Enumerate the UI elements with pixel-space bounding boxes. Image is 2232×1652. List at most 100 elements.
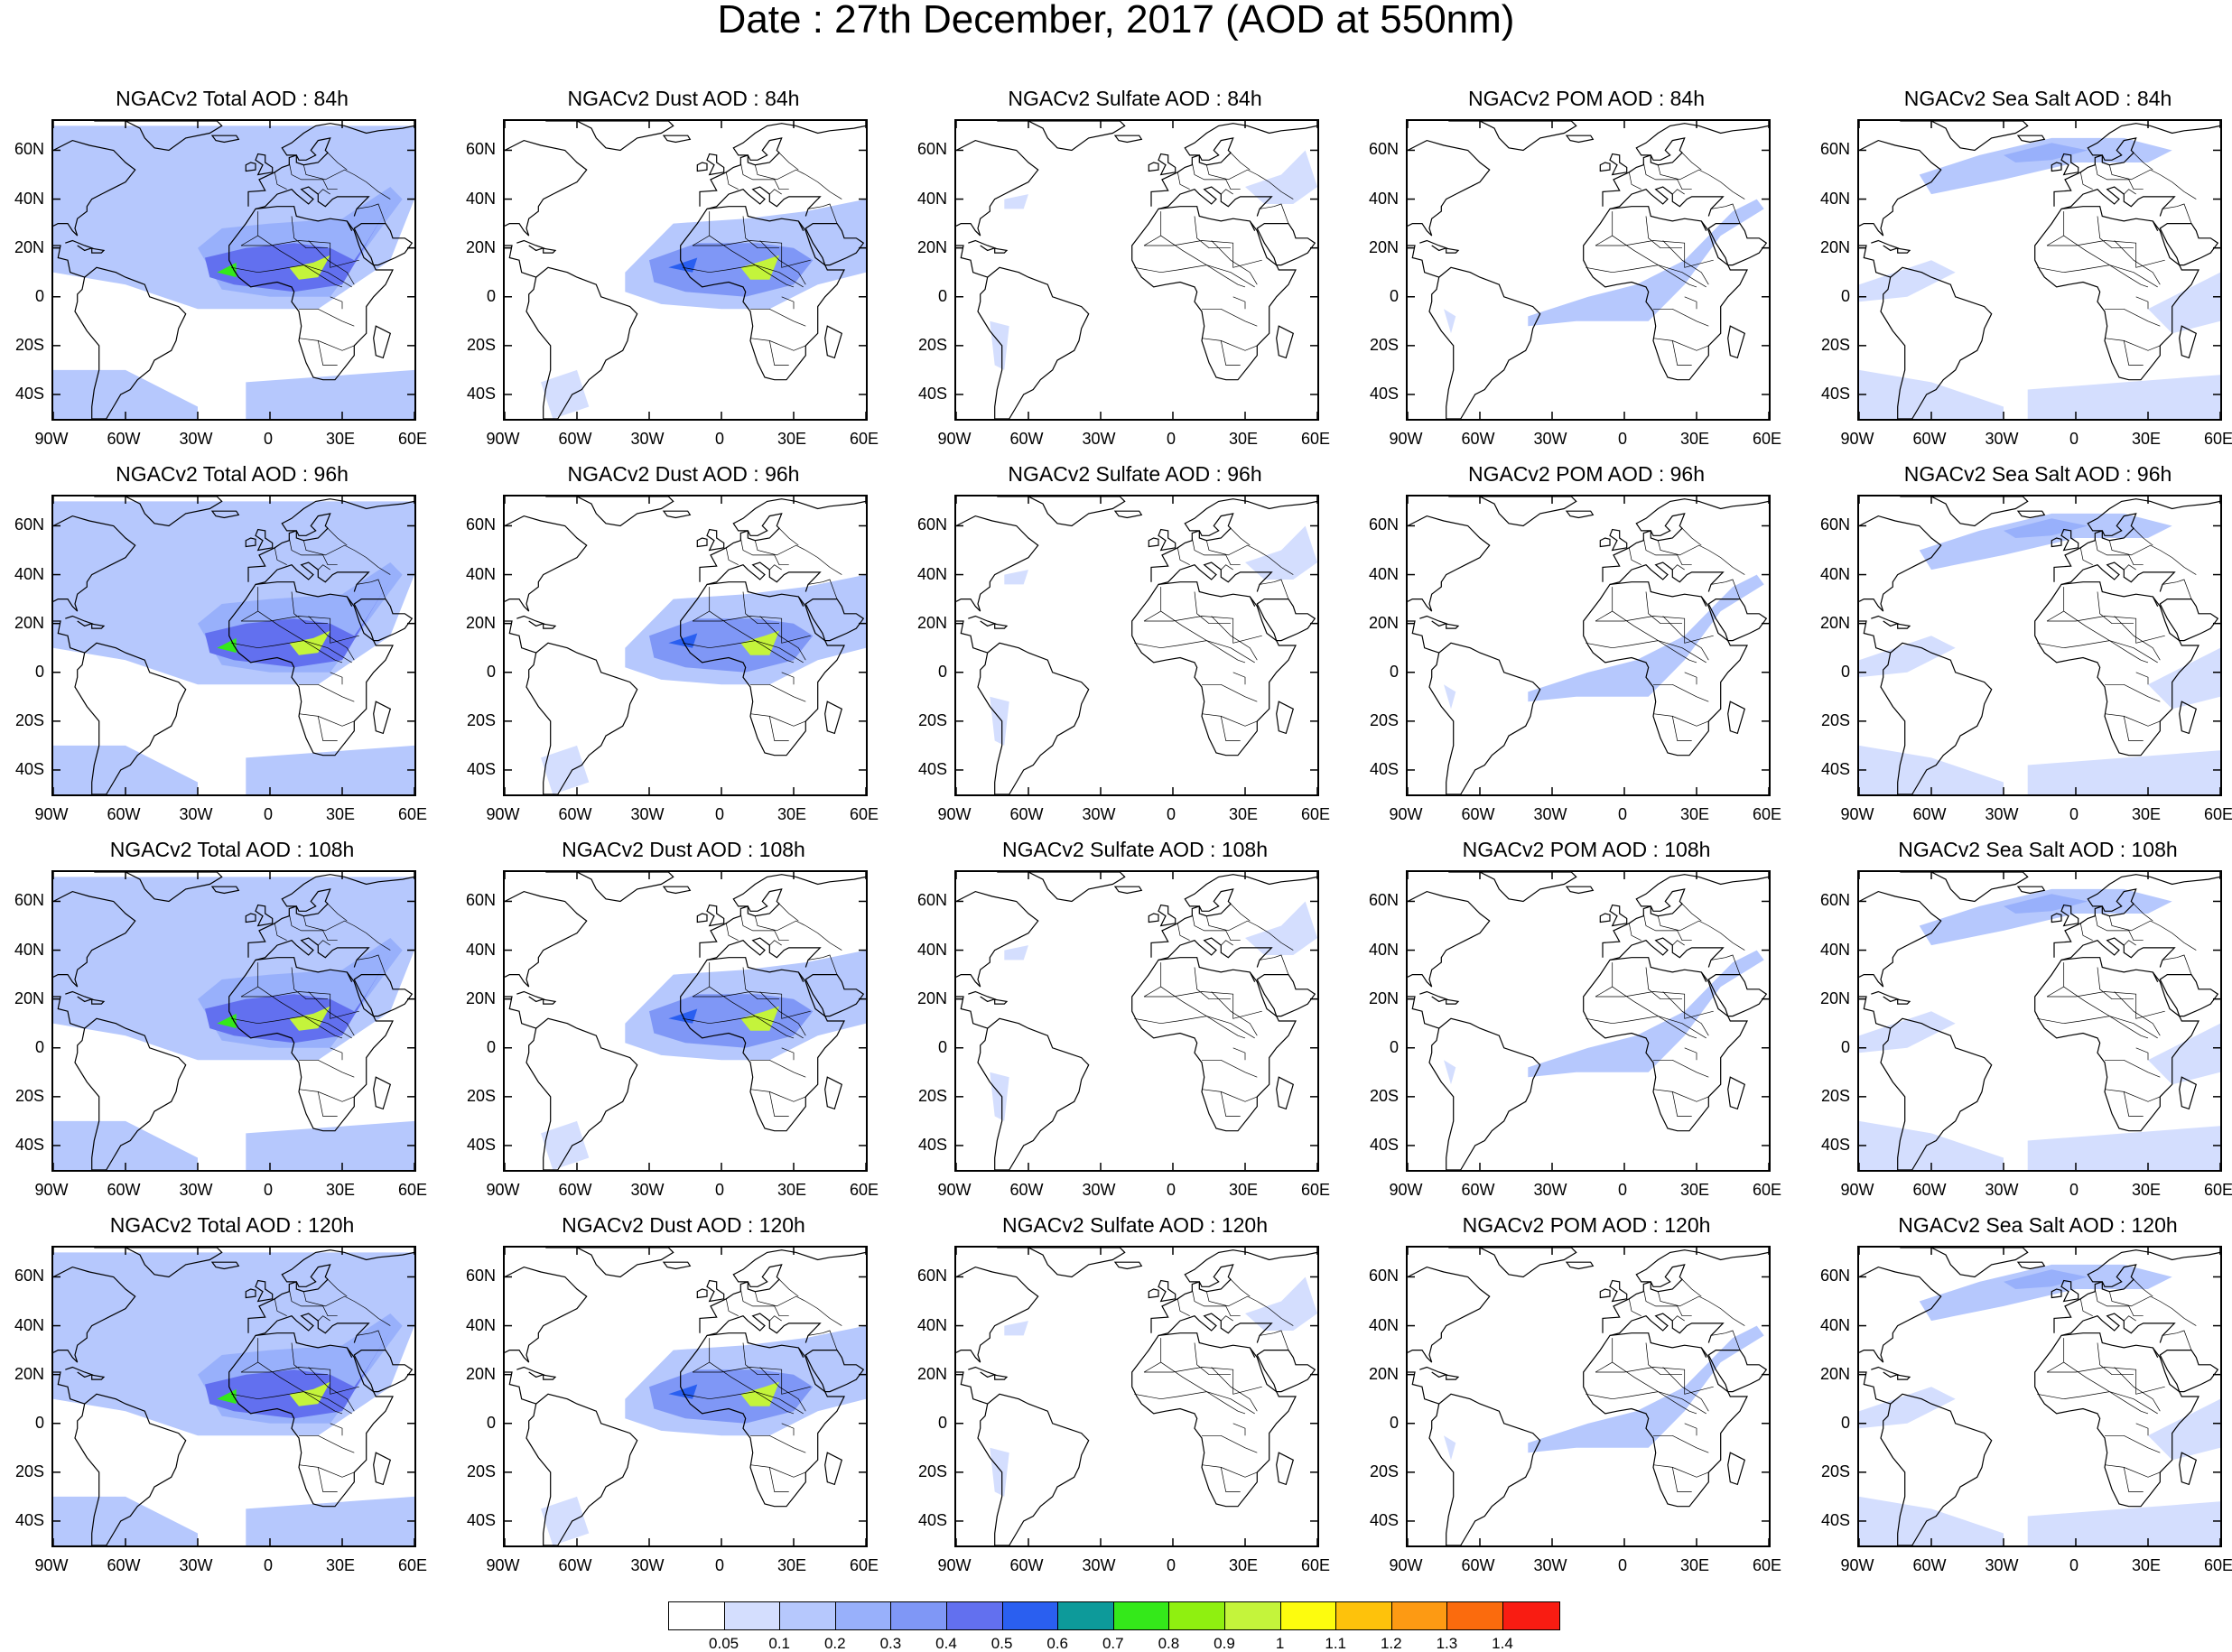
country-border xyxy=(2037,1016,2149,1039)
coastline-britain xyxy=(255,153,274,176)
lat-tick-label: 20S xyxy=(1820,1086,1850,1105)
coastline-arabia xyxy=(2159,222,2219,266)
country-border xyxy=(693,616,811,644)
aod-contour-6 xyxy=(246,745,414,794)
aod-contour-0 xyxy=(1245,150,1317,204)
coastline-mediterranean xyxy=(1609,1313,1725,1343)
coastline-redSeaCoast xyxy=(797,596,804,607)
country-border xyxy=(308,240,355,285)
country-border xyxy=(2123,1091,2144,1117)
country-border xyxy=(1143,211,1162,246)
lat-tick-label: 0 xyxy=(1840,1413,1850,1432)
lat-tick-label: 20N xyxy=(1368,613,1399,632)
coastline-iceland xyxy=(1565,135,1595,144)
country-border xyxy=(1662,616,1709,661)
map-frame xyxy=(51,495,416,796)
lon-tick-label: 60E xyxy=(849,805,879,823)
country-border xyxy=(1221,189,1233,195)
lon-tick-label: 0 xyxy=(2069,1181,2079,1199)
coastline-madagascar xyxy=(1276,325,1295,359)
aod-contour-2 xyxy=(1004,945,1028,961)
panel-title: NGACv2 POM AOD : 120h xyxy=(1462,1213,1711,1237)
country-border xyxy=(299,683,355,702)
aod-contour-6 xyxy=(246,369,414,419)
colorbar-label: 0.1 xyxy=(768,1635,790,1652)
aod-contour-2 xyxy=(1859,369,2004,419)
country-border xyxy=(1595,240,1714,268)
country-border xyxy=(1595,616,1714,644)
country-border xyxy=(759,616,806,661)
coastline-hispaniola xyxy=(1897,247,1911,254)
coastline-centralAmerica xyxy=(53,245,85,278)
country-border xyxy=(1220,716,1241,741)
lon-tick-label: 30E xyxy=(777,1556,807,1574)
coastline-redSeaCoast xyxy=(797,1347,804,1358)
country-border xyxy=(1652,713,1709,727)
aod-contour-6 xyxy=(246,1496,414,1545)
coastline-africa xyxy=(1583,957,1748,1132)
map-frame xyxy=(503,870,868,1172)
country-border xyxy=(778,903,799,922)
country-border xyxy=(739,913,789,942)
lon-tick-label: 60W xyxy=(1461,1181,1495,1199)
coastline-greenland xyxy=(1448,1248,1577,1278)
coastline-greenland xyxy=(1448,121,1577,152)
country-border xyxy=(725,923,739,942)
country-border xyxy=(683,1391,795,1415)
lon-tick-label: 0 xyxy=(263,805,273,823)
lat-tick-label: 60N xyxy=(1368,140,1399,159)
coastline-hispaniola xyxy=(543,623,557,629)
aod-map xyxy=(956,872,1317,1170)
map-frame xyxy=(954,119,1319,421)
country-border xyxy=(1595,1367,1714,1395)
aod-contour-5 xyxy=(53,369,198,419)
coastline-africa xyxy=(680,957,845,1132)
coastline-northAmerica xyxy=(53,515,136,612)
coastline-centralAmerica xyxy=(1859,996,1891,1029)
lon-tick-label: 0 xyxy=(714,805,724,823)
coastline-madagascar xyxy=(1727,325,1746,359)
country-border xyxy=(807,954,838,975)
country-border xyxy=(1586,1016,1697,1039)
country-border xyxy=(2108,540,2197,575)
coastline-northAmerica xyxy=(1408,139,1491,237)
lat-tick-label: 20N xyxy=(1368,237,1399,256)
country-border xyxy=(2114,616,2161,661)
lat-tick-label: 0 xyxy=(34,662,44,681)
lon-tick-label: 0 xyxy=(2069,805,2079,823)
lat-tick-label: 60N xyxy=(14,140,44,159)
country-border xyxy=(330,672,343,685)
coastline-madagascar xyxy=(824,1452,843,1486)
panel-title: NGACv2 Total AOD : 96h xyxy=(116,462,349,486)
country-border xyxy=(1645,216,1682,249)
coastline-caribbean xyxy=(968,239,997,252)
lat-tick-label: 0 xyxy=(1840,286,1850,305)
lat-tick-label: 20S xyxy=(1369,710,1399,729)
lat-tick-label: 40S xyxy=(14,759,44,778)
lon-tick-label: 60E xyxy=(1300,1181,1331,1199)
coastline-britain xyxy=(1158,1279,1176,1303)
coastline-mediterranean xyxy=(1609,937,1725,968)
aod-contour-2 xyxy=(1004,194,1028,209)
coastline-redSeaCoast xyxy=(1700,971,1707,982)
coastline-britain xyxy=(1158,528,1176,552)
coastline-africa xyxy=(228,1332,394,1508)
country-border xyxy=(298,1464,355,1478)
lon-tick-label: 90W xyxy=(34,805,69,823)
country-border xyxy=(754,540,842,575)
colorbar-swatch xyxy=(1447,1602,1503,1629)
lon-tick-label: 30W xyxy=(179,430,213,448)
aod-contour-4 xyxy=(1859,1011,1956,1053)
lon-tick-label: 30W xyxy=(1985,1556,2019,1574)
lat-tick-label: 0 xyxy=(34,1037,44,1056)
aod-contour-4 xyxy=(541,1120,590,1170)
colorbar-label: 0.4 xyxy=(935,1635,957,1652)
coastline-ireland xyxy=(2051,537,2062,548)
country-border xyxy=(768,340,789,366)
aod-contour-0 xyxy=(1919,1264,2172,1322)
country-border xyxy=(318,1315,330,1322)
coastline-centralAmerica xyxy=(505,1371,536,1405)
lon-tick-label: 30W xyxy=(1985,805,2019,823)
coastline-southAmerica xyxy=(1428,642,1541,794)
coastline-africa xyxy=(1583,581,1748,756)
